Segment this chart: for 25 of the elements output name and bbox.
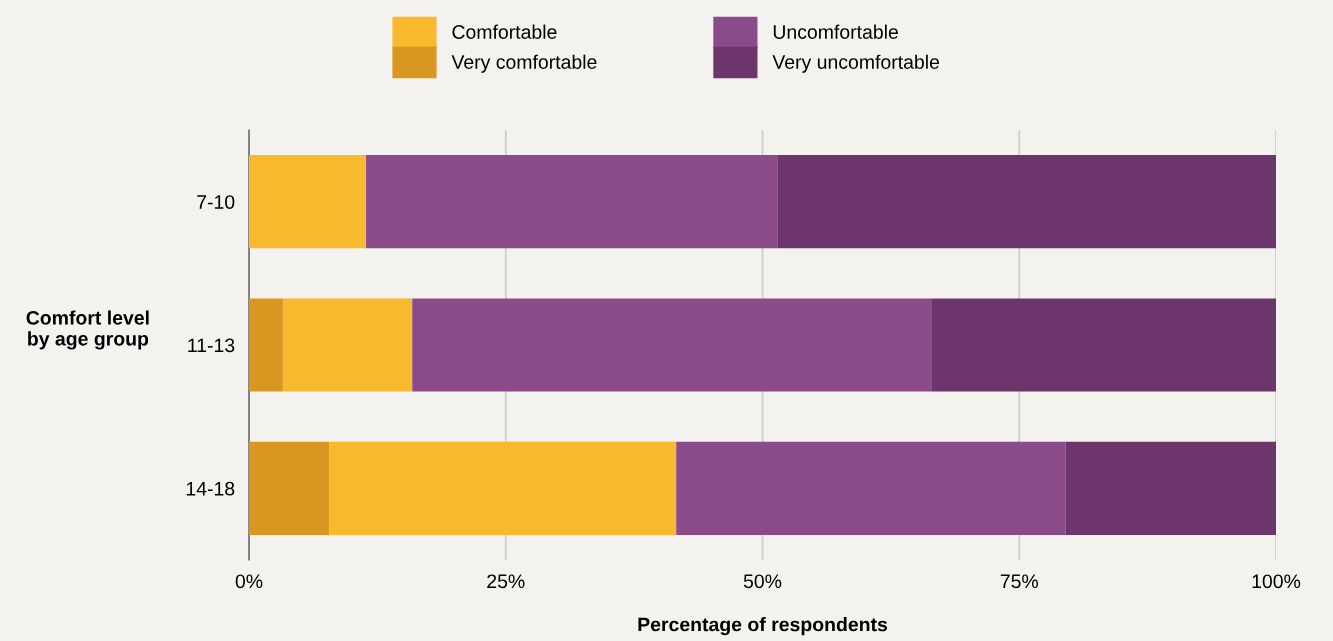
bar (1065, 441, 1276, 535)
bar (777, 155, 1276, 249)
legend-label: Uncomfortable (773, 24, 898, 39)
bar (329, 441, 677, 535)
x-tick-label: 75% (1000, 574, 1039, 589)
y-tick-label: 14-18 (186, 481, 235, 496)
bar (249, 298, 283, 392)
bar (931, 298, 1276, 392)
x-axis-title: Percentage of respondents (638, 617, 888, 636)
legend-label: Very uncomfortable (772, 54, 940, 73)
x-tick-label: 25% (487, 574, 525, 589)
x-tick-label: 100% (1252, 574, 1301, 589)
x-tick-label: 50% (743, 574, 782, 589)
bar (412, 298, 932, 392)
legend-label: Very comfortable (451, 54, 597, 73)
y-tick-label: 11-13 (188, 338, 235, 353)
legend-label: Comfortable (452, 24, 557, 39)
y-axis-title: Comfort level by age group (26, 310, 149, 350)
x-tick-label: 0% (235, 574, 263, 589)
bar (249, 155, 367, 249)
bar (249, 441, 330, 535)
bar (676, 441, 1066, 535)
bar (282, 298, 413, 392)
y-tick-label: 7-10 (197, 195, 235, 209)
bar (366, 155, 778, 249)
